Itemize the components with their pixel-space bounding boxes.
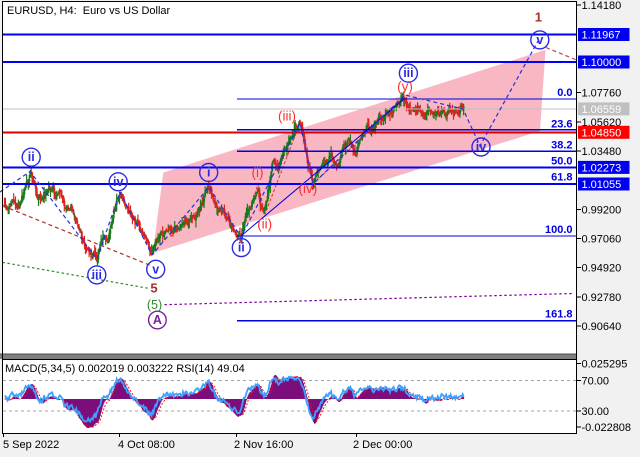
- svg-text:v: v: [152, 262, 159, 276]
- svg-text:i: i: [207, 166, 210, 180]
- svg-text:50.0: 50.0: [551, 156, 572, 168]
- svg-text:1.06559: 1.06559: [582, 104, 622, 116]
- svg-text:1: 1: [535, 10, 542, 25]
- svg-text:0.92780: 0.92780: [582, 292, 622, 304]
- svg-text:0.94920: 0.94920: [582, 263, 622, 275]
- svg-text:1.11967: 1.11967: [582, 30, 621, 42]
- svg-text:30.00: 30.00: [582, 406, 610, 418]
- svg-text:1.04850: 1.04850: [582, 127, 622, 139]
- svg-text:iii: iii: [92, 268, 102, 282]
- svg-text:(ii): (ii): [257, 216, 272, 231]
- svg-text:2 Dec 00:00: 2 Dec 00:00: [353, 439, 412, 451]
- svg-text:0.025295: 0.025295: [582, 359, 628, 371]
- svg-text:EURUSD, H4: Euro vs US Dollar: EURUSD, H4: Euro vs US Dollar: [7, 5, 171, 17]
- svg-text:iv: iv: [113, 175, 123, 189]
- svg-text:2 Nov 16:00: 2 Nov 16:00: [234, 439, 293, 451]
- svg-text:MACD(5,34,5) 0.002019 0.003222: MACD(5,34,5) 0.002019 0.003222 RSI(14) 4…: [5, 363, 245, 375]
- svg-text:(5): (5): [147, 298, 162, 312]
- svg-text:0.99200: 0.99200: [582, 204, 622, 216]
- svg-text:1.02273: 1.02273: [582, 162, 622, 174]
- svg-text:(iii): (iii): [278, 109, 296, 124]
- svg-text:iii: iii: [403, 66, 413, 80]
- svg-text:1.10000: 1.10000: [582, 57, 622, 69]
- svg-text:4 Oct 08:00: 4 Oct 08:00: [118, 439, 175, 451]
- svg-text:v: v: [536, 33, 543, 47]
- svg-text:ii: ii: [28, 150, 35, 164]
- svg-text:(i): (i): [252, 165, 264, 180]
- svg-text:5: 5: [150, 281, 157, 296]
- svg-text:1.14180: 1.14180: [582, 0, 622, 12]
- svg-text:100.0: 100.0: [545, 224, 573, 236]
- svg-text:1.01055: 1.01055: [582, 179, 622, 191]
- svg-text:(y): (y): [397, 79, 413, 94]
- svg-text:A: A: [153, 313, 162, 327]
- svg-text:iv: iv: [476, 140, 486, 154]
- svg-text:ii: ii: [238, 241, 245, 255]
- svg-text:61.8: 61.8: [551, 172, 572, 184]
- svg-text:5 Sep 2022: 5 Sep 2022: [3, 439, 59, 451]
- svg-text:1.03480: 1.03480: [582, 146, 622, 158]
- svg-text:-0.022808: -0.022808: [582, 422, 632, 434]
- svg-text:(iv): (iv): [299, 181, 318, 196]
- svg-text:161.8: 161.8: [545, 309, 573, 321]
- svg-text:38.2: 38.2: [551, 139, 572, 151]
- svg-text:1.07760: 1.07760: [582, 88, 622, 100]
- svg-text:70.00: 70.00: [582, 376, 610, 388]
- svg-text:0.0: 0.0: [557, 87, 572, 99]
- svg-text:0.90640: 0.90640: [582, 321, 622, 333]
- svg-text:0.97060: 0.97060: [582, 234, 622, 246]
- svg-text:23.6: 23.6: [551, 118, 572, 130]
